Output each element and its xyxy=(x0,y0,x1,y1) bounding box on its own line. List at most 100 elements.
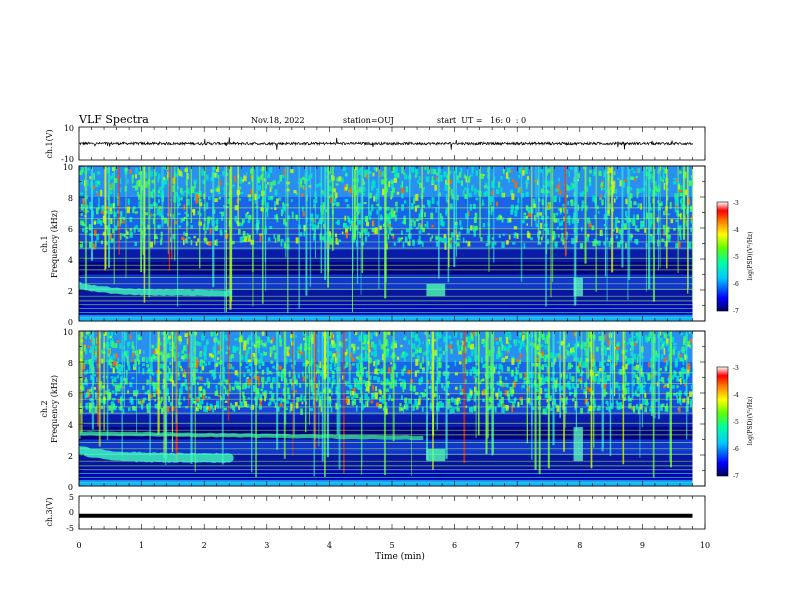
spectral-pixel xyxy=(597,371,601,379)
spectral-pixel xyxy=(650,234,653,237)
spectral-pixel xyxy=(247,397,251,400)
ch2-ylabel-frequency: Frequency (kHz) xyxy=(50,375,59,443)
spectral-pixel xyxy=(322,336,326,339)
spectral-pixel xyxy=(276,198,279,205)
spectral-pixel xyxy=(413,197,416,204)
spectral-pixel xyxy=(142,400,145,404)
spectral-pixel xyxy=(119,343,122,350)
spectral-pixel xyxy=(172,380,175,385)
spectral-pixel xyxy=(508,344,510,351)
spectral-pixel xyxy=(218,179,221,186)
sferic-streak xyxy=(584,166,587,264)
spectral-pixel xyxy=(106,167,110,174)
spectral-pixel xyxy=(218,344,221,351)
spectral-pixel xyxy=(297,353,301,359)
spectral-pixel xyxy=(167,406,170,413)
spectral-pixel xyxy=(81,221,85,226)
spectral-pixel xyxy=(151,189,155,193)
spectral-pixel xyxy=(356,368,360,374)
spectral-pixel xyxy=(436,241,440,247)
spectral-pixel xyxy=(601,199,604,206)
spectral-pixel xyxy=(354,225,359,231)
spectral-pixel xyxy=(454,230,458,236)
spectral-pixel xyxy=(174,191,178,197)
spectral-pixel xyxy=(84,379,88,386)
spectral-pixel xyxy=(86,180,89,187)
spectral-pixel xyxy=(583,342,587,347)
spectral-pixel xyxy=(558,182,561,186)
spectral-pixel xyxy=(577,218,579,224)
spectral-pixel xyxy=(521,384,525,389)
spectral-pixel xyxy=(475,170,478,176)
spectral-pixel xyxy=(469,369,472,376)
spectral-pixel xyxy=(379,225,382,230)
spectral-pixel xyxy=(236,381,240,389)
spectral-pixel xyxy=(670,218,674,224)
spectral-pixel xyxy=(468,341,471,348)
spectral-pixel xyxy=(460,167,463,174)
spectral-pixel xyxy=(561,397,564,403)
spectral-pixel xyxy=(320,370,323,377)
spectral-pixel xyxy=(662,332,665,335)
spectral-pixel xyxy=(508,344,512,348)
spectral-pixel xyxy=(420,214,423,218)
spectral-pixel xyxy=(406,352,409,357)
spectral-pixel xyxy=(364,170,367,178)
spectral-pixel xyxy=(277,181,280,185)
spectral-pixel xyxy=(259,358,263,364)
spectral-pixel xyxy=(117,192,120,199)
spectral-pixel xyxy=(95,180,98,188)
spectral-pixel xyxy=(628,397,632,402)
spectral-pixel xyxy=(122,408,125,414)
spectral-pixel xyxy=(598,335,602,341)
spectral-pixel xyxy=(443,386,446,391)
spectral-pixel xyxy=(664,228,667,235)
spectral-pixel xyxy=(537,351,540,355)
spectral-pixel xyxy=(497,388,500,393)
spectral-pixel xyxy=(518,332,522,339)
spectral-pixel xyxy=(160,236,163,241)
ch1-freq-tick-10: 10 xyxy=(63,163,73,172)
spectral-pixel xyxy=(482,174,485,177)
spectral-pixel xyxy=(358,336,361,341)
spectral-pixel xyxy=(279,371,281,377)
spectral-pixel xyxy=(538,230,542,235)
spectral-pixel xyxy=(353,377,357,382)
spectral-pixel xyxy=(293,360,296,366)
spectral-pixel xyxy=(540,344,544,347)
spectral-pixel xyxy=(187,188,190,195)
spectral-pixel xyxy=(482,389,485,396)
spectral-pixel xyxy=(230,403,233,409)
spectral-pixel xyxy=(157,194,160,198)
spectral-pixel xyxy=(352,230,356,237)
spectral-pixel xyxy=(617,406,621,411)
spectral-pixel xyxy=(246,376,249,379)
spectral-pixel xyxy=(472,203,476,209)
spectral-pixel xyxy=(356,378,358,383)
spectral-pixel xyxy=(445,211,448,216)
spectral-pixel xyxy=(645,402,649,405)
spectral-pixel xyxy=(119,233,122,240)
spectral-pixel xyxy=(536,396,540,401)
spectral-pixel xyxy=(300,181,302,188)
spectral-pixel xyxy=(199,361,203,367)
ch1-waveform-trace xyxy=(78,137,693,150)
spectral-pixel xyxy=(582,191,584,197)
spectral-pixel xyxy=(107,353,111,357)
spectral-pixel xyxy=(86,210,89,213)
spectral-pixel xyxy=(541,374,544,381)
spectral-pixel xyxy=(373,180,376,188)
spectral-pixel xyxy=(95,355,98,359)
spectral-pixel xyxy=(660,376,663,383)
spectral-pixel xyxy=(224,230,228,233)
spectral-pixel xyxy=(637,167,641,174)
spectral-pixel xyxy=(500,187,503,193)
spectral-pixel xyxy=(308,174,311,181)
spectral-pixel xyxy=(588,176,591,183)
sferic-streak xyxy=(104,166,106,271)
spectral-pixel xyxy=(504,376,508,381)
spectral-pixel xyxy=(519,344,523,349)
spectral-pixel xyxy=(606,363,610,366)
spectral-pixel xyxy=(317,222,320,229)
spectral-pixel xyxy=(217,175,220,179)
